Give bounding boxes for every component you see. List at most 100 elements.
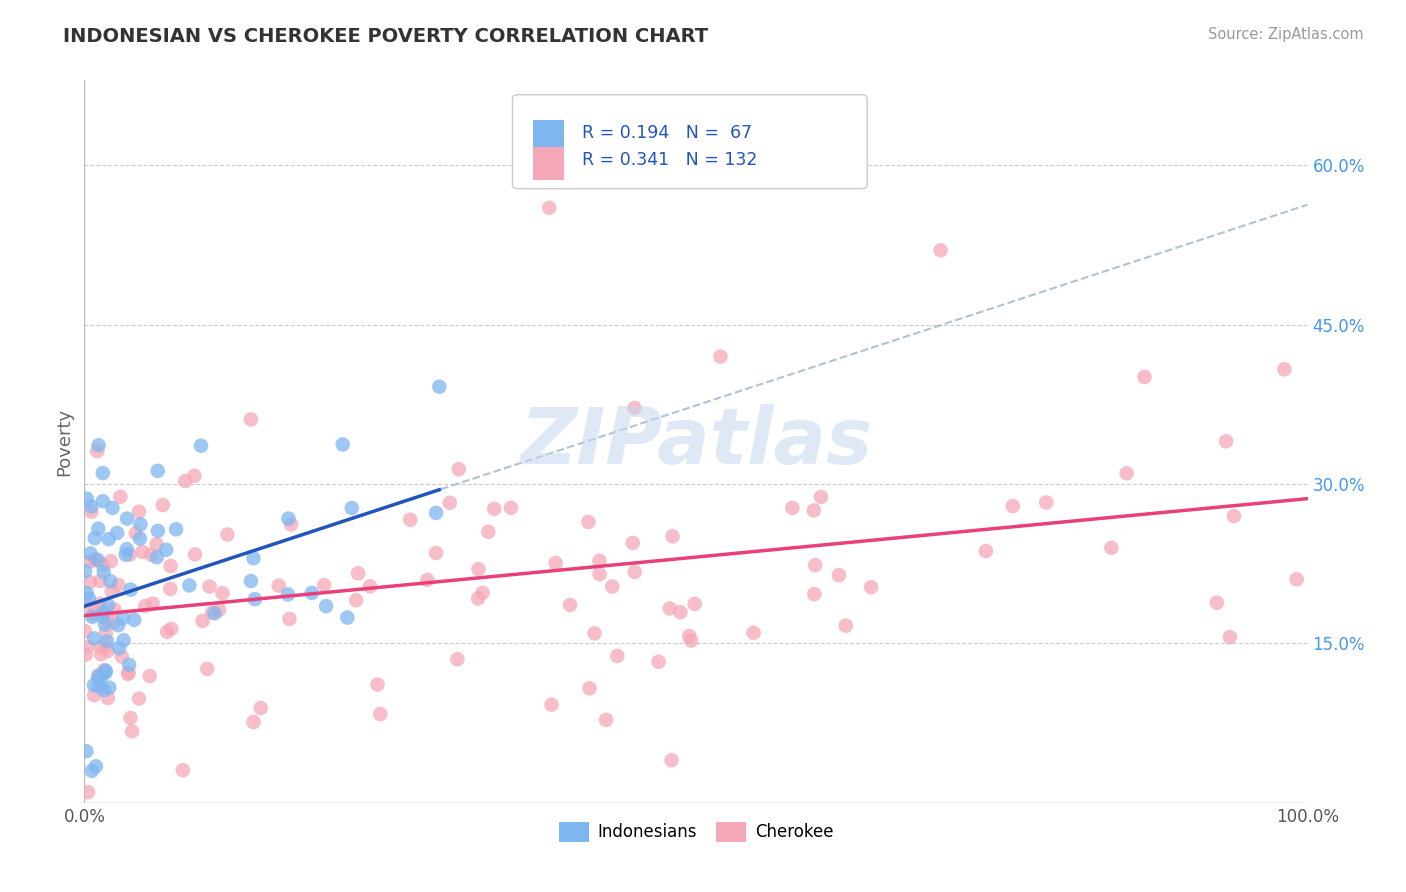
Point [91, 494, 114, 508]
Legend: Indonesians, Cherokee: Indonesians, Cherokee [553, 815, 839, 848]
Point [484, 501, 506, 516]
Point [340, 501, 363, 516]
Point [683, 597, 706, 611]
Point [742, 625, 765, 640]
Point [128, 505, 150, 519]
Point [243, 592, 266, 607]
Point [211, 586, 233, 600]
Point [499, 500, 522, 515]
Point [91, 466, 114, 480]
Point [416, 573, 439, 587]
Y-axis label: Poverty: Poverty [55, 408, 73, 475]
Point [156, 624, 179, 639]
Point [89, 574, 111, 588]
Point [477, 524, 499, 539]
Point [117, 667, 139, 681]
Point [138, 669, 160, 683]
Point [623, 401, 645, 415]
Point [93, 565, 115, 579]
Point [120, 582, 142, 597]
Point [588, 554, 610, 568]
Point [96, 634, 118, 648]
Point [73, 624, 96, 639]
Point [595, 713, 617, 727]
Point [538, 201, 561, 215]
Point [100, 554, 122, 568]
Point [204, 607, 226, 621]
Point [929, 244, 952, 258]
FancyBboxPatch shape [533, 147, 564, 180]
Point [83, 678, 105, 692]
Point [1133, 370, 1156, 384]
Point [77, 785, 100, 799]
Point [89, 597, 111, 611]
Point [267, 579, 290, 593]
Point [1206, 596, 1229, 610]
Point [79, 574, 101, 589]
Point [90, 647, 112, 661]
Point [1223, 509, 1246, 524]
Point [97, 644, 120, 658]
Point [91, 609, 114, 624]
Point [110, 490, 132, 504]
Point [623, 565, 645, 579]
Text: R = 0.194   N =  67: R = 0.194 N = 67 [582, 124, 752, 142]
Point [89, 640, 111, 655]
Point [195, 662, 218, 676]
Point [100, 583, 122, 598]
Point [103, 602, 125, 616]
Point [114, 548, 136, 562]
Point [217, 527, 239, 541]
Point [75, 648, 97, 662]
Point [425, 506, 447, 520]
Point [83, 552, 105, 566]
Point [83, 632, 105, 646]
Point [87, 438, 110, 452]
Point [87, 679, 110, 693]
Point [681, 633, 703, 648]
Point [239, 412, 262, 426]
Point [183, 468, 205, 483]
Point [347, 566, 370, 581]
Point [344, 593, 367, 607]
FancyBboxPatch shape [513, 95, 868, 189]
Point [578, 681, 600, 696]
Point [242, 551, 264, 566]
Point [588, 567, 610, 582]
Point [165, 522, 187, 536]
Point [94, 665, 117, 680]
FancyBboxPatch shape [533, 120, 564, 153]
Point [1001, 499, 1024, 513]
Point [103, 615, 125, 630]
Point [583, 626, 606, 640]
Point [142, 597, 165, 611]
Point [1274, 362, 1296, 376]
Point [75, 744, 97, 758]
Point [439, 496, 461, 510]
Point [93, 663, 115, 677]
Point [128, 691, 150, 706]
Point [87, 668, 110, 682]
Point [146, 524, 169, 538]
Point [678, 629, 700, 643]
Point [98, 681, 121, 695]
Point [101, 500, 124, 515]
Point [129, 532, 152, 546]
Point [105, 525, 128, 540]
Point [77, 591, 100, 606]
Point [121, 724, 143, 739]
Point [803, 503, 825, 517]
Point [98, 574, 121, 588]
Point [621, 536, 644, 550]
Point [82, 607, 104, 622]
Point [75, 564, 97, 578]
Point [804, 558, 827, 573]
Point [80, 505, 103, 519]
Point [467, 562, 489, 576]
Point [191, 614, 214, 628]
Point [425, 546, 447, 560]
Point [80, 500, 103, 514]
Point [159, 582, 181, 596]
Point [131, 545, 153, 559]
Point [90, 671, 112, 685]
